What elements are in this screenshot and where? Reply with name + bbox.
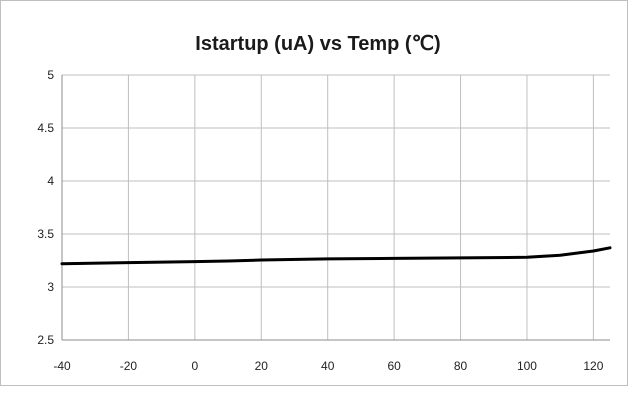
axes xyxy=(61,75,610,341)
y-tick-labels: 2.5 3 3.5 4 4.5 5 xyxy=(37,68,54,347)
y-tick-label: 4.5 xyxy=(37,121,54,135)
series-group xyxy=(60,246,612,266)
x-tick-label: 0 xyxy=(192,359,199,373)
chart-frame xyxy=(0,0,628,386)
chart-title: Istartup (uA) vs Temp (℃) xyxy=(195,33,440,55)
x-tick-label: 100 xyxy=(517,359,537,373)
y-tick-label: 3.5 xyxy=(37,227,54,241)
x-tick-label: 80 xyxy=(454,359,468,373)
x-tick-label: 60 xyxy=(387,359,401,373)
series-line xyxy=(60,246,612,266)
x-tick-label: 40 xyxy=(321,359,335,373)
gridlines xyxy=(61,74,610,341)
x-tick-label: 20 xyxy=(255,359,269,373)
y-tick-label: 2.5 xyxy=(37,333,54,347)
x-tick-label: 120 xyxy=(583,359,603,373)
x-tick-label: -40 xyxy=(53,359,71,373)
x-tick-labels: -40 -20 0 20 40 60 80 100 120 xyxy=(53,359,603,373)
x-tick-label: -20 xyxy=(120,359,138,373)
y-tick-label: 4 xyxy=(47,174,54,188)
y-tick-label: 5 xyxy=(47,68,54,82)
y-tick-label: 3 xyxy=(47,280,54,294)
